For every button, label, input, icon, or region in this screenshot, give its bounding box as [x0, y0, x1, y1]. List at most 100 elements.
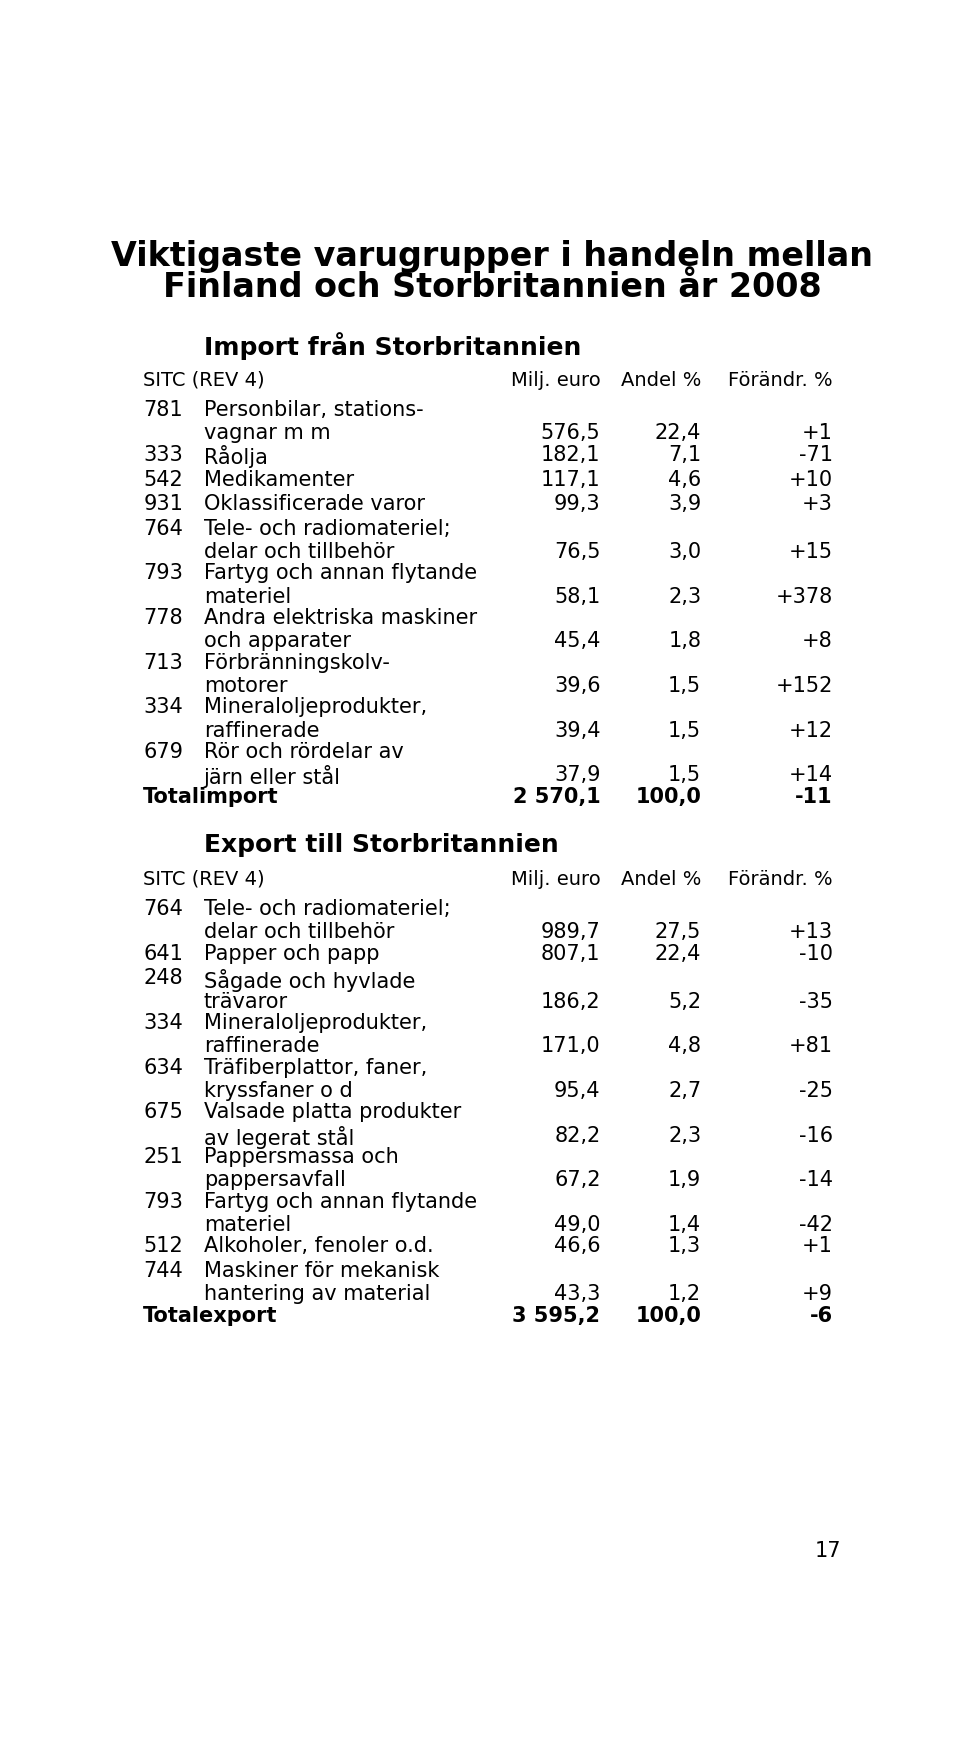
Text: +1: +1	[803, 1236, 833, 1256]
Text: hantering av material: hantering av material	[204, 1284, 430, 1305]
Text: raffinerade: raffinerade	[204, 1036, 319, 1057]
Text: 67,2: 67,2	[554, 1170, 601, 1189]
Text: 248: 248	[143, 968, 182, 989]
Text: Totalexport: Totalexport	[143, 1306, 277, 1325]
Text: Pappersmassa och: Pappersmassa och	[204, 1148, 398, 1167]
Text: 3,0: 3,0	[668, 542, 701, 562]
Text: +3: +3	[803, 494, 833, 514]
Text: 778: 778	[143, 609, 182, 628]
Text: 43,3: 43,3	[554, 1284, 601, 1305]
Text: 171,0: 171,0	[540, 1036, 601, 1057]
Text: delar och tillbehör: delar och tillbehör	[204, 923, 394, 942]
Text: Milj. euro: Milj. euro	[511, 870, 601, 889]
Text: 1,9: 1,9	[668, 1170, 701, 1189]
Text: 251: 251	[143, 1148, 183, 1167]
Text: Personbilar, stations-: Personbilar, stations-	[204, 399, 423, 420]
Text: 5,2: 5,2	[668, 992, 701, 1012]
Text: 1,5: 1,5	[668, 766, 701, 785]
Text: 49,0: 49,0	[554, 1216, 601, 1235]
Text: +9: +9	[802, 1284, 833, 1305]
Text: -25: -25	[799, 1081, 833, 1100]
Text: -10: -10	[799, 944, 833, 964]
Text: Tele- och radiomateriel;: Tele- och radiomateriel;	[204, 518, 450, 539]
Text: Papper och papp: Papper och papp	[204, 944, 379, 964]
Text: +1: +1	[803, 424, 833, 443]
Text: Valsade platta produkter: Valsade platta produkter	[204, 1102, 461, 1123]
Text: 807,1: 807,1	[541, 944, 601, 964]
Text: SITC (REV 4): SITC (REV 4)	[143, 371, 265, 391]
Text: av legerat stål: av legerat stål	[204, 1125, 354, 1149]
Text: järn eller stål: järn eller stål	[204, 766, 341, 788]
Text: 333: 333	[143, 445, 183, 466]
Text: 641: 641	[143, 944, 183, 964]
Text: 99,3: 99,3	[554, 494, 601, 514]
Text: Råolja: Råolja	[204, 445, 268, 467]
Text: 22,4: 22,4	[655, 424, 701, 443]
Text: 58,1: 58,1	[554, 586, 601, 607]
Text: 512: 512	[143, 1236, 183, 1256]
Text: +12: +12	[789, 720, 833, 741]
Text: 3,9: 3,9	[668, 494, 701, 514]
Text: Finland och Storbritannien år 2008: Finland och Storbritannien år 2008	[162, 270, 822, 303]
Text: 1,4: 1,4	[668, 1216, 701, 1235]
Text: 764: 764	[143, 900, 183, 919]
Text: 781: 781	[143, 399, 182, 420]
Text: Förändr. %: Förändr. %	[729, 870, 833, 889]
Text: 95,4: 95,4	[554, 1081, 601, 1100]
Text: Sågade och hyvlade: Sågade och hyvlade	[204, 968, 415, 992]
Text: 793: 793	[143, 563, 183, 584]
Text: 46,6: 46,6	[554, 1236, 601, 1256]
Text: 675: 675	[143, 1102, 183, 1123]
Text: trävaror: trävaror	[204, 992, 288, 1012]
Text: Viktigaste varugrupper i handeln mellan: Viktigaste varugrupper i handeln mellan	[111, 241, 873, 274]
Text: 22,4: 22,4	[655, 944, 701, 964]
Text: +152: +152	[776, 677, 833, 696]
Text: Mineraloljeprodukter,: Mineraloljeprodukter,	[204, 1013, 427, 1032]
Text: materiel: materiel	[204, 1216, 291, 1235]
Text: 7,1: 7,1	[668, 445, 701, 466]
Text: 100,0: 100,0	[636, 787, 701, 807]
Text: 3 595,2: 3 595,2	[513, 1306, 601, 1325]
Text: 45,4: 45,4	[554, 631, 601, 651]
Text: SITC (REV 4): SITC (REV 4)	[143, 870, 265, 889]
Text: -14: -14	[799, 1170, 833, 1189]
Text: Förändr. %: Förändr. %	[729, 371, 833, 391]
Text: 1,8: 1,8	[668, 631, 701, 651]
Text: 679: 679	[143, 743, 183, 762]
Text: 744: 744	[143, 1261, 183, 1282]
Text: Totalimport: Totalimport	[143, 787, 278, 807]
Text: +378: +378	[776, 586, 833, 607]
Text: +13: +13	[789, 923, 833, 942]
Text: vagnar m m: vagnar m m	[204, 424, 330, 443]
Text: Mineraloljeprodukter,: Mineraloljeprodukter,	[204, 698, 427, 717]
Text: Andel %: Andel %	[621, 371, 701, 391]
Text: delar och tillbehör: delar och tillbehör	[204, 542, 394, 562]
Text: 2,3: 2,3	[668, 586, 701, 607]
Text: 117,1: 117,1	[540, 469, 601, 490]
Text: 182,1: 182,1	[541, 445, 601, 466]
Text: +10: +10	[789, 469, 833, 490]
Text: materiel: materiel	[204, 586, 291, 607]
Text: -6: -6	[810, 1306, 833, 1325]
Text: 4,8: 4,8	[668, 1036, 701, 1057]
Text: Import från Storbritannien: Import från Storbritannien	[204, 333, 581, 361]
Text: 764: 764	[143, 518, 183, 539]
Text: 2,3: 2,3	[668, 1125, 701, 1146]
Text: 186,2: 186,2	[540, 992, 601, 1012]
Text: och apparater: och apparater	[204, 631, 350, 651]
Text: 100,0: 100,0	[636, 1306, 701, 1325]
Text: Förbränningskolv-: Förbränningskolv-	[204, 652, 390, 673]
Text: 1,2: 1,2	[668, 1284, 701, 1305]
Text: Rör och rördelar av: Rör och rördelar av	[204, 743, 403, 762]
Text: kryssfaner o d: kryssfaner o d	[204, 1081, 352, 1100]
Text: Fartyg och annan flytande: Fartyg och annan flytande	[204, 563, 477, 584]
Text: Export till Storbritannien: Export till Storbritannien	[204, 834, 559, 856]
Text: 334: 334	[143, 1013, 183, 1032]
Text: 1,5: 1,5	[668, 677, 701, 696]
Text: Oklassificerade varor: Oklassificerade varor	[204, 494, 424, 514]
Text: +14: +14	[789, 766, 833, 785]
Text: 2 570,1: 2 570,1	[513, 787, 601, 807]
Text: 713: 713	[143, 652, 183, 673]
Text: +15: +15	[789, 542, 833, 562]
Text: 542: 542	[143, 469, 183, 490]
